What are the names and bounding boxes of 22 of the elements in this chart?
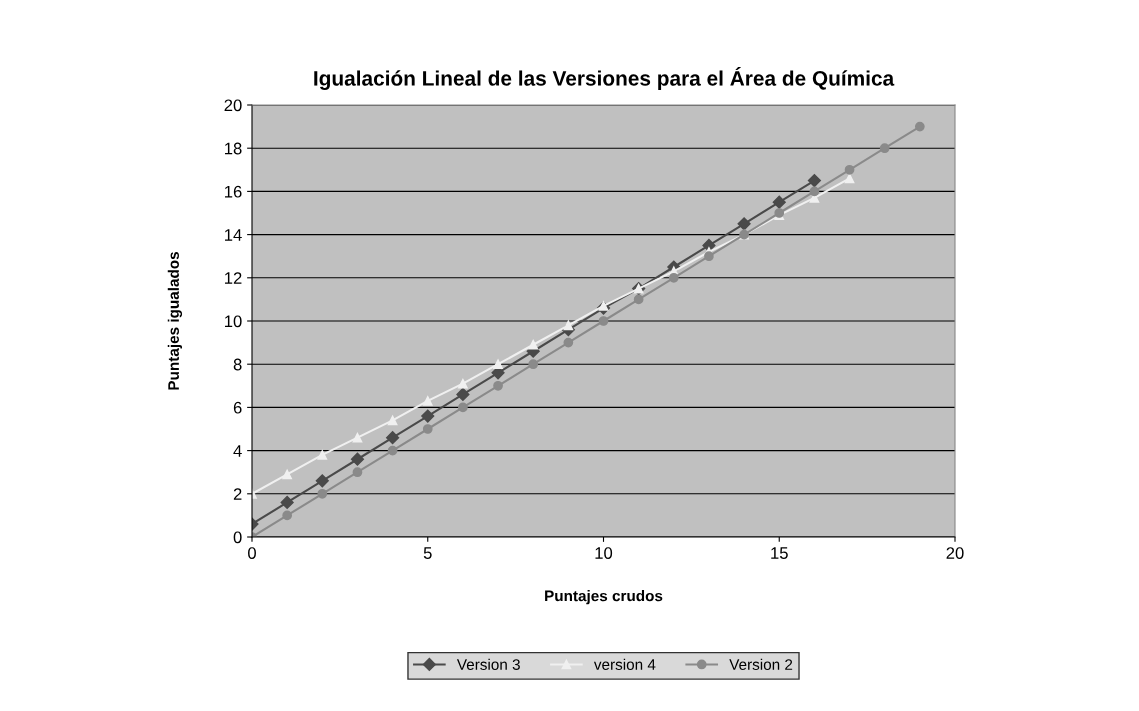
legend-label: Version 3: [456, 658, 520, 670]
chart-title: Igualación Lineal de las Versiones para el Área de Química: [314, 67, 895, 90]
y-tick-label: 2: [233, 488, 242, 500]
y-tick-label: 6: [233, 401, 242, 414]
y-tick-label: 18: [225, 142, 242, 155]
y-tick-label: 20: [224, 99, 242, 112]
x-tick-label: 5: [423, 547, 432, 559]
y-tick-label: 12: [225, 272, 242, 284]
y-tick-label: 10: [225, 315, 242, 328]
y-tick-label: 8: [233, 358, 242, 371]
x-tick-label: 0: [248, 547, 256, 559]
y-tick-label: 4: [233, 445, 242, 457]
y-tick-label: 16: [225, 185, 242, 198]
legend-label: Version 2: [729, 658, 793, 670]
x-tick-label: 20: [946, 547, 964, 559]
y-axis-title: Puntajes igualados: [167, 252, 183, 390]
legend-label: version 4: [593, 658, 656, 670]
x-tick-label: 15: [771, 547, 788, 559]
y-tick-label: 14: [225, 229, 242, 241]
x-tick-label: 10: [595, 547, 613, 559]
x-axis-title: Puntajes crudos: [545, 590, 663, 605]
y-tick-label: 0: [233, 531, 242, 544]
